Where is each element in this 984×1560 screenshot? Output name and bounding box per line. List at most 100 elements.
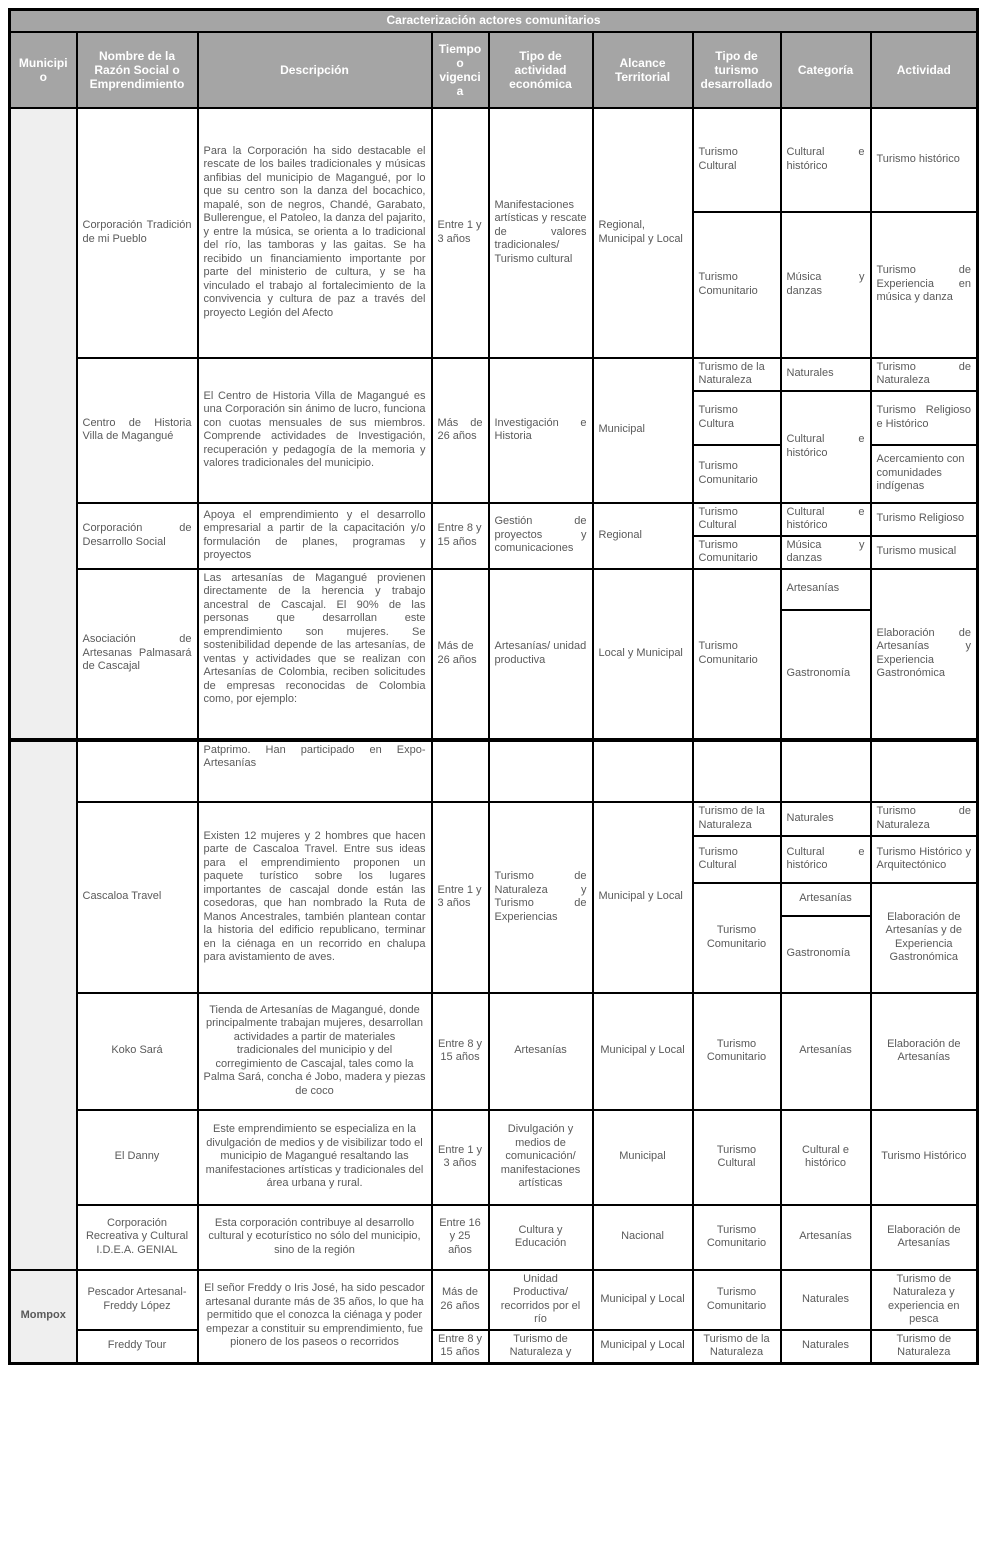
- cell-koko-actividad-economica: Artesanías: [487, 991, 594, 1111]
- cell-pescador-turismo: Turismo Comunitario: [691, 1268, 782, 1331]
- cell-tradicion-tiempo: Entre 1 y 3 años: [430, 106, 490, 359]
- cell-koko-alcance: Municipal y Local: [591, 991, 694, 1111]
- cell-freddytour-tiempo: Entre 8 y 15 años: [430, 1328, 490, 1364]
- title-row: Caracterización actores comunitarios: [8, 8, 979, 33]
- cell-centro-actividad-economica: Investigación e Historia: [487, 356, 594, 504]
- cell-pescador-nombre: Pescador Artesanal-Freddy López: [75, 1268, 199, 1331]
- cell-cascaloa-nombre: Cascaloa Travel: [75, 800, 199, 994]
- cell-palmasara-alcance: Local y Municipal: [591, 567, 694, 741]
- cell-palmasara-tiempo: Más de 26 años: [430, 567, 490, 741]
- cell-desarrollo-categoria-2: Música y danzas: [779, 534, 872, 570]
- cell-centro-actividad-3: Acercamiento con comunidades indígenas: [869, 443, 979, 504]
- row-corporacion-tradicion: Corporación Tradición de mi Pueblo Para …: [8, 106, 979, 741]
- row-centro-historia: Centro de Historia Villa de Magangué El …: [10, 356, 979, 504]
- cell-pescador-tiempo: Más de 26 años: [430, 1268, 490, 1331]
- cell-cont-nombre: [75, 737, 199, 803]
- col-header-alcance: Alcance Territorial: [591, 30, 694, 109]
- col-header-turismo: Tipo de turismo desarrollado: [691, 30, 782, 109]
- cell-desarrollo-actividad-2: Turismo musical: [869, 534, 979, 570]
- col-header-actividad-economica: Tipo de actividad económica: [487, 30, 594, 109]
- row-patprimo-continuacion: Patprimo. Han participado en Expo-Artesa…: [8, 737, 979, 1271]
- cell-idea-categoria: Artesanías: [779, 1203, 872, 1271]
- cell-idea-turismo: Turismo Comunitario: [691, 1203, 782, 1271]
- cell-tradicion-actividad-1: Turismo histórico: [869, 106, 979, 213]
- cell-cascaloa-categoria-1: Naturales: [779, 800, 872, 837]
- col-header-tiempo: Tiempo o vigencia: [430, 30, 490, 109]
- cell-koko-tiempo: Entre 8 y 15 años: [430, 991, 490, 1111]
- cell-idea-tiempo: Entre 16 y 25 años: [430, 1203, 490, 1271]
- cell-cont-tiempo: [430, 737, 490, 803]
- document-page: Caracterización actores comunitarios Mun…: [8, 8, 980, 1365]
- cell-tradicion-turismo-1: Turismo Cultural: [691, 106, 782, 213]
- cell-freddytour-actividad-economica: Turismo de Naturaleza y: [487, 1328, 594, 1364]
- cell-cont-actividad-economica: [487, 737, 594, 803]
- cell-cont-descripcion: Patprimo. Han participado en Expo-Artesa…: [196, 737, 433, 803]
- cell-danny-descripcion: Este emprendimiento se especializa en la…: [196, 1108, 433, 1206]
- row-koko-sara: Koko Sará Tienda de Artesanías de Magang…: [10, 991, 979, 1111]
- cell-palmasara-descripcion: Las artesanías de Magangué provienen dir…: [196, 567, 433, 741]
- table-title: Caracterización actores comunitarios: [8, 8, 979, 33]
- cell-centro-turismo-3: Turismo Comunitario: [691, 443, 782, 504]
- cell-tradicion-nombre: Corporación Tradición de mi Pueblo: [75, 106, 199, 359]
- cell-danny-alcance: Municipal: [591, 1108, 694, 1206]
- cell-pescador-alcance: Municipal y Local: [591, 1268, 694, 1331]
- cell-cascaloa-categoria-3: Artesanías: [779, 881, 872, 917]
- cell-centro-turismo-1: Turismo de la Naturaleza: [691, 356, 782, 392]
- cell-desarrollo-actividad-economica: Gestión de proyectos y comunicaciones: [487, 501, 594, 570]
- row-cascaloa-travel: Cascaloa Travel Existen 12 mujeres y 2 h…: [10, 800, 979, 994]
- cell-desarrollo-turismo-2: Turismo Comunitario: [691, 534, 782, 570]
- cell-koko-descripcion: Tienda de Artesanías de Magangué, donde …: [196, 991, 433, 1111]
- cell-palmasara-turismo: Turismo Comunitario: [691, 567, 782, 741]
- cell-tradicion-descripcion: Para la Corporación ha sido destacable e…: [196, 106, 433, 359]
- cell-danny-nombre: El Danny: [75, 1108, 199, 1206]
- col-header-actividad: Actividad: [869, 30, 979, 109]
- col-header-nombre: Nombre de la Razón Social o Emprendimien…: [75, 30, 199, 109]
- cell-municipio-block-1: [8, 106, 78, 741]
- cell-freddytour-actividad: Turismo de Naturaleza: [869, 1328, 979, 1364]
- row-pescador-freddy: Mompox Pescador Artesanal-Freddy López E…: [8, 1268, 979, 1364]
- cell-freddytour-alcance: Municipal y Local: [591, 1328, 694, 1364]
- col-header-descripcion: Descripción: [196, 30, 433, 109]
- cell-pescador-actividad: Turismo de Naturaleza y experiencia en p…: [869, 1268, 979, 1331]
- row-el-danny: El Danny Este emprendimiento se especial…: [10, 1108, 979, 1206]
- cell-danny-actividad: Turismo Histórico: [869, 1108, 979, 1206]
- cell-palmasara-categoria-2: Gastronomía: [779, 608, 872, 741]
- cell-cascaloa-categoria-2: Cultural e histórico: [779, 834, 872, 884]
- cell-centro-descripcion: El Centro de Historia Villa de Magangué …: [196, 356, 433, 504]
- cell-municipio-mompox: Mompox: [8, 1268, 78, 1364]
- row-freddy-tour: Freddy Tour Entre 8 y 15 años Turismo de…: [10, 1328, 979, 1364]
- cell-tradicion-categoria-2: Música y danzas: [779, 210, 872, 359]
- cell-freddytour-nombre: Freddy Tour: [75, 1328, 199, 1364]
- cell-desarrollo-actividad-1: Turismo Religioso: [869, 501, 979, 537]
- caracterizacion-table: Caracterización actores comunitarios Mun…: [8, 8, 980, 1365]
- cell-idea-actividad-economica: Cultura y Educación: [487, 1203, 594, 1271]
- cell-idea-actividad: Elaboración de Artesanías: [869, 1203, 979, 1271]
- cell-cascaloa-actividad-1: Turismo de Naturaleza: [869, 800, 979, 837]
- cell-tradicion-turismo-2: Turismo Comunitario: [691, 210, 782, 359]
- col-header-municipio: Municipio: [8, 30, 78, 109]
- cell-cont-categoria: [779, 737, 872, 803]
- cell-cascaloa-actividad-2: Turismo Histórico y Arquitectónico: [869, 834, 979, 884]
- cell-desarrollo-tiempo: Entre 8 y 15 años: [430, 501, 490, 570]
- cell-freddytour-categoria: Naturales: [779, 1328, 872, 1364]
- cell-desarrollo-alcance: Regional: [591, 501, 694, 570]
- cell-pescador-actividad-economica: Unidad Productiva/ recorridos por el río: [487, 1268, 594, 1331]
- cell-cascaloa-actividad-economica: Turismo de Naturaleza y Turismo de Exper…: [487, 800, 594, 994]
- cell-tradicion-categoria-1: Cultural e histórico: [779, 106, 872, 213]
- cell-idea-alcance: Nacional: [591, 1203, 694, 1271]
- row-desarrollo-social: Corporación de Desarrollo Social Apoya e…: [10, 501, 979, 570]
- cell-freddytour-turismo: Turismo de la Naturaleza: [691, 1328, 782, 1364]
- cell-palmasara-categoria-1: Artesanías: [779, 567, 872, 611]
- cell-palmasara-nombre: Asociación de Artesanas Palmasará de Cas…: [75, 567, 199, 741]
- cell-cascaloa-categoria-4: Gastronomía: [779, 914, 872, 994]
- cell-cascaloa-actividad-3: Elaboración de Artesanías y de Experienc…: [869, 881, 979, 994]
- cell-cont-alcance: [591, 737, 694, 803]
- col-header-categoria: Categoría: [779, 30, 872, 109]
- cell-cascaloa-turismo-1: Turismo de la Naturaleza: [691, 800, 782, 837]
- cell-koko-nombre: Koko Sará: [75, 991, 199, 1111]
- cell-koko-categoria: Artesanías: [779, 991, 872, 1111]
- cell-cascaloa-tiempo: Entre 1 y 3 años: [430, 800, 490, 994]
- cell-desarrollo-categoria-1: Cultural e histórico: [779, 501, 872, 537]
- cell-cascaloa-turismo-3: Turismo Comunitario: [691, 881, 782, 994]
- cell-palmasara-actividad: Elaboración de Artesanías y Experiencia …: [869, 567, 979, 741]
